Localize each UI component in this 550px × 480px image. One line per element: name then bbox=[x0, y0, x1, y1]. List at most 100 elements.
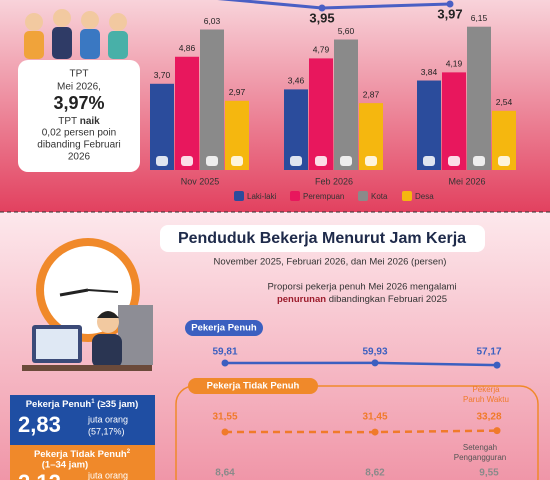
tpt-box bbox=[18, 60, 140, 172]
value-label: 6,03 bbox=[204, 16, 221, 26]
tpt-change-bold: naik bbox=[80, 116, 100, 127]
value-label: 3,70 bbox=[154, 70, 171, 80]
value-label: 2,54 bbox=[496, 97, 513, 107]
value-label: 8,64 bbox=[215, 468, 235, 479]
tpt-note: 2026 bbox=[68, 152, 91, 163]
tpt-line-lead bbox=[217, 0, 323, 10]
series-point bbox=[493, 427, 501, 435]
bar bbox=[200, 29, 224, 170]
full-unit: juta orang bbox=[87, 414, 128, 424]
part-sup: 2 bbox=[127, 449, 131, 455]
note: Proporsi pekerja penuh Mei 2026 mengalam… bbox=[267, 282, 456, 293]
series-point bbox=[221, 428, 229, 436]
value-label: 4,79 bbox=[313, 45, 330, 55]
full-box bbox=[10, 395, 155, 445]
tpt-line bbox=[321, 2, 451, 10]
part-label-text: Pekerja Tidak Penuh bbox=[34, 449, 127, 460]
note-bold: penurunan bbox=[277, 294, 326, 305]
tpt-value-label: 3,95 bbox=[309, 10, 334, 25]
value-label: 4,19 bbox=[446, 59, 463, 69]
part-unit: juta orang bbox=[87, 470, 128, 480]
series-point bbox=[371, 428, 379, 436]
tpt-label: TPT bbox=[70, 69, 89, 80]
value-label: 9,55 bbox=[479, 468, 499, 479]
office-illustration bbox=[22, 238, 153, 371]
legend-swatch bbox=[290, 191, 300, 201]
tpt-value-label: 3,97 bbox=[437, 6, 462, 21]
series-line bbox=[224, 429, 498, 434]
bar-icon bbox=[315, 156, 327, 166]
tpt-point bbox=[318, 4, 326, 12]
tpt-period: Mei 2026, bbox=[57, 82, 101, 93]
part-label: Pekerja Tidak Penuh2 bbox=[34, 449, 131, 460]
bar-icon bbox=[498, 156, 510, 166]
bar-icon bbox=[340, 156, 352, 166]
x-tick-label: Nov 2025 bbox=[181, 176, 220, 186]
series-point bbox=[371, 359, 379, 367]
bar-icon bbox=[181, 156, 193, 166]
part-frame bbox=[175, 385, 539, 480]
value-label: 31,45 bbox=[362, 412, 387, 423]
full-label-text: Pekerja Penuh bbox=[26, 399, 92, 410]
tpt-note: 0,02 persen poin bbox=[42, 128, 117, 139]
value-label: 3,84 bbox=[421, 67, 438, 77]
legend-label: Kota bbox=[371, 192, 388, 201]
group-pill bbox=[188, 378, 318, 394]
tpt-change: TPT naik bbox=[58, 116, 100, 127]
tpt-change-text: TPT bbox=[58, 116, 79, 127]
value-label: 3,46 bbox=[288, 76, 305, 86]
legend-swatch bbox=[402, 191, 412, 201]
note-rest: dibandingkan Februari 2025 bbox=[326, 294, 447, 305]
tpt-note: dibanding Februari bbox=[37, 140, 120, 151]
part-range: (1–34 jam) bbox=[42, 460, 88, 471]
value-label: 4,86 bbox=[179, 43, 196, 53]
x-tick-label: Mei 2026 bbox=[448, 176, 485, 186]
value-label: 59,81 bbox=[212, 347, 237, 358]
value-label: 2,97 bbox=[229, 87, 246, 97]
value-label: 8,62 bbox=[365, 468, 385, 479]
bar bbox=[442, 72, 466, 170]
bar bbox=[175, 56, 199, 170]
bar-icon bbox=[290, 156, 302, 166]
x-tick-label: Feb 2026 bbox=[315, 176, 353, 186]
group-label: Pekerja Tidak Penuh bbox=[207, 381, 300, 392]
section-subtitle: November 2025, Februari 2026, dan Mei 20… bbox=[214, 257, 447, 268]
series-point bbox=[493, 361, 501, 369]
bar bbox=[334, 39, 358, 170]
bar bbox=[417, 80, 441, 170]
bar-icon bbox=[156, 156, 168, 166]
bar bbox=[309, 58, 333, 170]
value-label: 33,28 bbox=[476, 412, 501, 423]
section-title: Penduduk Bekerja Menurut Jam Kerja bbox=[178, 230, 466, 247]
bar-icon bbox=[473, 156, 485, 166]
bar-icon bbox=[423, 156, 435, 166]
value-label: 6,15 bbox=[471, 13, 488, 23]
bar-icon bbox=[448, 156, 460, 166]
bar bbox=[150, 83, 174, 170]
note: penurunan dibandingkan Februari 2025 bbox=[277, 294, 447, 305]
title-box bbox=[160, 225, 485, 252]
part-value: 2,12 bbox=[18, 470, 61, 480]
series-name: Setengah Pengangguran bbox=[453, 443, 507, 462]
full-sup: 1 bbox=[91, 399, 95, 405]
legend-swatch bbox=[234, 191, 244, 201]
legend-swatch bbox=[358, 191, 368, 201]
series-point bbox=[221, 359, 229, 367]
value-label: 59,93 bbox=[362, 347, 387, 358]
bar bbox=[467, 26, 491, 170]
series-name: Pekerja Penuh bbox=[191, 323, 257, 334]
value-label: 5,60 bbox=[338, 26, 355, 36]
part-box bbox=[10, 445, 155, 480]
bar-icon bbox=[206, 156, 218, 166]
value-label: 31,55 bbox=[212, 412, 237, 423]
full-value: 2,83 bbox=[18, 412, 61, 437]
legend-label: Desa bbox=[415, 192, 434, 201]
tpt-value: 3,97% bbox=[53, 93, 104, 113]
full-share: (57,17%) bbox=[88, 426, 125, 436]
value-label: 57,17 bbox=[476, 347, 501, 358]
tpt-point bbox=[446, 0, 454, 8]
workers-illustration bbox=[24, 9, 128, 59]
bar-icon bbox=[365, 156, 377, 166]
